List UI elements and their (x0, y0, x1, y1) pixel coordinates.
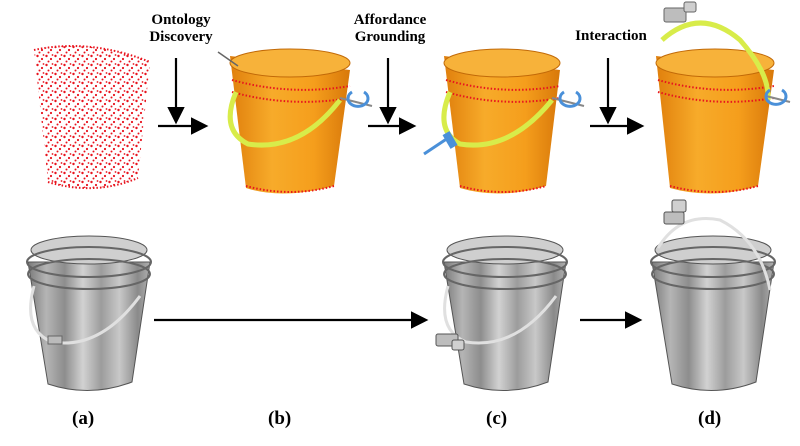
affordance-grounding-label: Affordance Grounding (340, 12, 440, 46)
interaction-label: Interaction (575, 28, 647, 44)
ontology-word: Ontology (151, 12, 211, 28)
panel-label-b: (b) (268, 408, 292, 429)
gripper-icon (663, 199, 687, 225)
gray-bucket-a (26, 235, 152, 391)
panel-label-d: (d) (698, 408, 722, 429)
arrow-c-to-d (590, 58, 645, 135)
rotation-axis-icon (764, 88, 788, 106)
panel-label-a: (a) (72, 408, 95, 429)
handle-arc (227, 91, 342, 148)
gray-bucket-d (650, 199, 776, 391)
grounding-word: Grounding (354, 29, 426, 45)
rotation-axis-icon (558, 90, 582, 108)
grasp-direction-icon (423, 136, 449, 156)
arrow-b-to-c (368, 58, 417, 135)
ontology-discovery-label: Ontology Discovery (138, 12, 224, 46)
interaction-bucket (655, 1, 791, 194)
affordance-bucket (423, 48, 585, 194)
gray-bucket-c (435, 235, 568, 391)
discovery-word: Discovery (149, 29, 213, 45)
point-cloud-bucket (33, 45, 151, 190)
panel-label-c: (c) (486, 408, 508, 429)
gripper-icon (435, 333, 465, 351)
grasp-point-icon (442, 131, 458, 149)
gripper-icon (663, 1, 697, 23)
arrow-a-to-b (158, 58, 209, 135)
affordance-word: Affordance (353, 12, 427, 28)
rotation-axis-icon (346, 90, 370, 108)
ontology-bucket (217, 48, 373, 194)
